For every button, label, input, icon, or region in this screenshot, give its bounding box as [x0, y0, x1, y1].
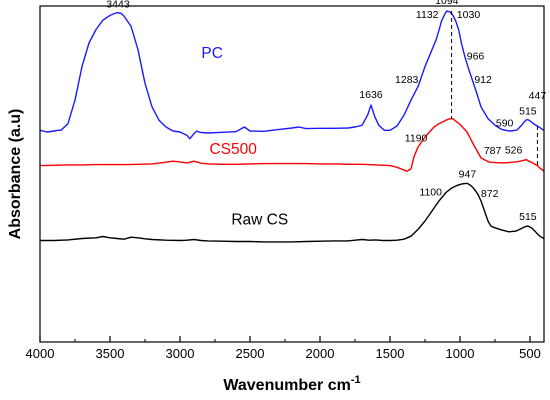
series-label-pc: PC [201, 45, 223, 62]
series-line-raw-cs [40, 182, 545, 243]
peak-label-1132: 1132 [416, 9, 439, 21]
series-line-pc [39, 10, 545, 140]
series-label-raw-cs: Raw CS [231, 211, 288, 228]
x-tick-label-2500: 2500 [236, 346, 265, 361]
peak-annotations: 3443 1094 1132 1030 1283 966 912 1636 590 515 447 1… [106, 0, 546, 223]
peak-label-912: 912 [474, 74, 492, 86]
x-tick-label-3500: 3500 [96, 346, 125, 361]
x-tick-label-1500: 1500 [376, 346, 405, 361]
peak-label-515: 515 [519, 106, 537, 118]
peak-label-966: 966 [467, 50, 485, 62]
x-tick-label-2000: 2000 [306, 346, 335, 361]
peak-label-1636: 1636 [359, 89, 383, 101]
peak-label-1190: 1190 [405, 133, 428, 145]
x-axis-label-exponent: -1 [351, 374, 361, 386]
axis-ticks: 4000 3500 3000 2500 2000 1500 1000 500 [26, 336, 541, 361]
x-tick-label-500: 500 [519, 346, 541, 361]
series-labels: PC CS500 Raw CS [201, 45, 288, 228]
x-axis-label: Wavenumber cm-1 [223, 374, 360, 394]
peak-label-1100: 1100 [419, 186, 442, 198]
peak-label-1094: 1094 [435, 0, 459, 7]
plot-layer [39, 10, 545, 243]
x-tick-label-4000: 4000 [26, 346, 55, 361]
x-tick-label-3000: 3000 [166, 346, 195, 361]
series-label-cs500: CS500 [209, 141, 257, 158]
y-axis-label: Absorbance (a.u) [7, 109, 24, 240]
peak-label-1030: 1030 [457, 9, 481, 21]
plot-frame [39, 5, 545, 343]
peak-label-3443: 3443 [106, 0, 130, 11]
peak-label-787: 787 [484, 145, 502, 157]
peak-label-1283: 1283 [395, 74, 419, 86]
peak-label-526: 526 [505, 145, 523, 157]
peak-label-590: 590 [496, 118, 514, 130]
peak-label-447: 447 [529, 90, 547, 102]
peak-label-947: 947 [459, 168, 477, 180]
peak-label-515: 515 [519, 211, 537, 223]
x-axis-label-main: Wavenumber cm [223, 377, 350, 394]
series-line-cs500 [39, 117, 545, 172]
peak-label-872: 872 [481, 188, 499, 200]
x-tick-label-1000: 1000 [446, 346, 475, 361]
